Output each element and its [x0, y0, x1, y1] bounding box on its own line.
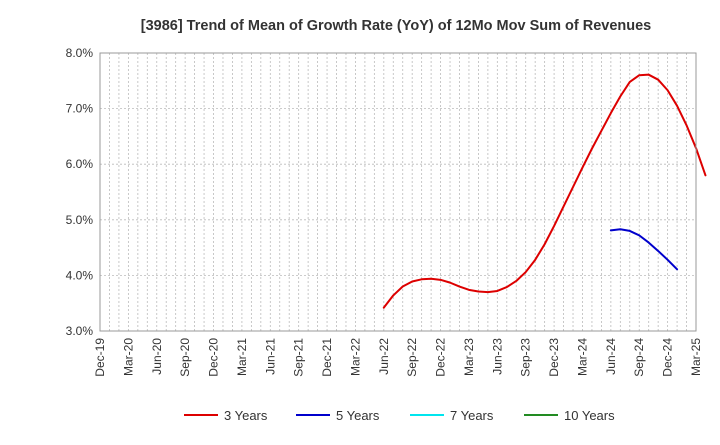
- x-tick-label: Jun-22: [377, 338, 391, 375]
- x-tick-label: Sep-20: [178, 338, 192, 377]
- x-tick-label: Dec-20: [207, 338, 221, 377]
- x-tick-label: Mar-20: [121, 338, 135, 376]
- x-tick-label: Mar-25: [689, 338, 703, 376]
- legend-label-10-years: 10 Years: [564, 408, 615, 423]
- legend-label-3-years: 3 Years: [224, 408, 268, 423]
- y-tick-label: 8.0%: [66, 46, 94, 60]
- x-tick-label: Dec-23: [547, 338, 561, 377]
- x-tick-label: Jun-23: [490, 338, 504, 375]
- y-tick-label: 5.0%: [66, 213, 94, 227]
- x-tick-label: Jun-20: [150, 338, 164, 375]
- x-tick-label: Dec-22: [434, 338, 448, 377]
- x-tick-label: Sep-22: [405, 338, 419, 377]
- x-tick-label: Mar-21: [235, 338, 249, 376]
- grid: [100, 53, 696, 331]
- chart-title: [3986] Trend of Mean of Growth Rate (YoY…: [141, 18, 652, 34]
- x-tick-label: Sep-23: [519, 338, 533, 377]
- x-tick-label: Sep-24: [632, 338, 646, 377]
- legend-label-7-years: 7 Years: [450, 408, 494, 423]
- y-tick-label: 4.0%: [66, 268, 94, 282]
- x-tick-label: Mar-22: [348, 338, 362, 376]
- series-line-5-years: [609, 228, 679, 271]
- legend: 3 Years 5 Years 7 Years 10 Years: [184, 408, 615, 423]
- x-tick-label: Dec-21: [320, 338, 334, 377]
- y-tick-label: 6.0%: [66, 157, 94, 171]
- x-tick-label: Mar-24: [575, 338, 589, 376]
- x-tick-label: Mar-23: [462, 338, 476, 376]
- plot-area-frame: [99, 52, 697, 332]
- x-tick-label: Jun-21: [263, 338, 277, 375]
- y-axis: 3.0% 4.0% 5.0% 6.0% 7.0% 8.0%: [66, 46, 94, 338]
- series-group: [382, 73, 707, 309]
- y-tick-label: 3.0%: [66, 324, 94, 338]
- x-tick-label: Dec-24: [661, 338, 675, 377]
- legend-label-5-years: 5 Years: [336, 408, 380, 423]
- y-tick-label: 7.0%: [66, 102, 94, 116]
- x-tick-label: Jun-24: [604, 338, 618, 375]
- x-axis: Dec-19 Mar-20 Jun-20 Sep-20 Dec-20 Mar-21 Jun-…: [93, 338, 703, 377]
- x-tick-label: Sep-21: [292, 338, 306, 377]
- series-line-3-years: [382, 73, 707, 309]
- x-tick-label: Dec-19: [93, 338, 107, 377]
